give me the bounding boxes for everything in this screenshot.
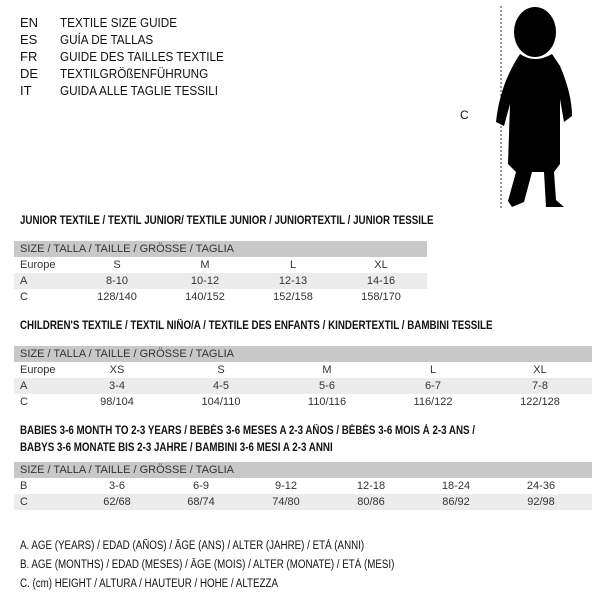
child-silhouette-icon [496,6,572,210]
table-cell: L [289,259,297,271]
table-cell: 158/170 [361,291,401,303]
guide-title: TEXTILGRÖßENFÜHRUNG [60,66,209,81]
row-label: B [20,480,28,492]
row-label: Europe [20,364,56,376]
table-row: Europe S M L XL [14,257,427,273]
table-title-line2: BABYS 3-6 MONATE BIS 2-3 JAHRE / BAMBINI… [20,442,333,454]
table-cell: 62/68 [103,496,131,508]
table-cell: XL [374,259,388,271]
table-cell: 12-13 [278,275,308,287]
table-cell: 3-6 [109,480,125,492]
table-row: C 62/68 68/74 74/80 80/86 86/92 92/98 [14,494,592,510]
language-code: DE [20,66,39,81]
table-cell: 86/92 [442,496,470,508]
table-cell: 18-24 [441,480,471,492]
row-label: C [20,496,28,508]
table-cell: 110/116 [307,396,347,408]
table-cell: XS [109,364,125,376]
table-cell: 7-8 [532,380,548,392]
table-cell: 12-18 [356,480,386,492]
row-label: A [20,275,28,287]
row-label: Europe [20,259,56,271]
table-cell: 74/80 [272,496,300,508]
height-label: C [460,108,469,122]
guide-title: GUIDA ALLE TAGLIE TESSILI [60,83,219,98]
table-cell: 68/74 [187,496,215,508]
table-cell: 152/158 [273,291,313,303]
table-cell: 24-36 [526,480,556,492]
table-cell: 122/128 [520,396,560,408]
row-label: C [20,291,28,303]
table-cell: 128/140 [97,291,137,303]
table-cell: 80/86 [357,496,385,508]
table-header: SIZE / TALLA / TAILLE / GRÖSSE / TAGLIA [14,346,592,362]
table-cell: 104/110 [201,396,241,408]
table-cell: 9-12 [274,480,298,492]
table-cell: M [200,259,210,271]
row-label: A [20,380,28,392]
table-row: C 128/140 140/152 152/158 158/170 [14,289,427,305]
table-cell: S [113,259,121,271]
table-cell: 4-5 [213,380,229,392]
table-title: JUNIOR TEXTILE / TEXTIL JUNIOR/ TEXTILE … [20,215,434,227]
table-row: B 3-6 6-9 9-12 12-18 18-24 24-36 [14,478,592,494]
table-cell: 5-6 [319,380,335,392]
language-code: EN [20,15,39,30]
table-cell: XL [533,364,547,376]
child-silhouette-figure: C [460,4,590,214]
language-code: IT [20,83,32,98]
size-table: SIZE / TALLA / TAILLE / GRÖSSE / TAGLIA E… [14,241,427,305]
table-header: SIZE / TALLA / TAILLE / GRÖSSE / TAGLIA [14,462,592,478]
legend-item: B. AGE (MONTHS) / EDAD (MESES) / ÂGE (MO… [20,559,395,571]
table-title: CHILDREN'S TEXTILE / TEXTIL NIÑO/A / TEX… [20,320,493,332]
language-code: ES [20,32,38,47]
table-cell: M [322,364,332,376]
size-table: SIZE / TALLA / TAILLE / GRÖSSE / TAGLIA E… [14,346,592,410]
table-row: C 98/104 104/110 110/116 116/122 122/128 [14,394,592,410]
table-row: A 8-10 10-12 12-13 14-16 [14,273,427,289]
table-cell: 8-10 [105,275,129,287]
table-cell: 14-16 [366,275,396,287]
guide-title: GUÍA DE TALLAS [60,32,154,47]
table-row: Europe XS S M L XL [14,362,592,378]
table-cell: 6-9 [193,480,209,492]
legend-item: C. (cm) HEIGHT / ALTURA / HAUTEUR / HÖHE… [20,578,278,590]
table-cell: 92/98 [527,496,555,508]
guide-title: GUIDE DES TAILLES TEXTILE [60,49,224,64]
row-label: C [20,396,28,408]
size-table: SIZE / TALLA / TAILLE / GRÖSSE / TAGLIA B… [14,462,592,510]
table-title: BABIES 3-6 MONTH TO 2-3 YEARS / BEBÉS 3-… [20,425,476,437]
language-code: FR [20,49,38,64]
table-row: A 3-4 4-5 5-6 6-7 7-8 [14,378,592,394]
table-cell: 3-4 [109,380,125,392]
table-cell: 6-7 [425,380,441,392]
table-cell: 140/152 [185,291,225,303]
table-cell: 10-12 [190,275,220,287]
table-cell: 116/122 [413,396,453,408]
legend-item: A. AGE (YEARS) / EDAD (AÑOS) / ÂGE (ANS)… [20,540,365,552]
table-cell: 98/104 [100,396,134,408]
guide-title: TEXTILE SIZE GUIDE [60,15,178,30]
table-header: SIZE / TALLA / TAILLE / GRÖSSE / TAGLIA [14,241,427,257]
table-cell: L [429,364,437,376]
table-cell: S [217,364,225,376]
